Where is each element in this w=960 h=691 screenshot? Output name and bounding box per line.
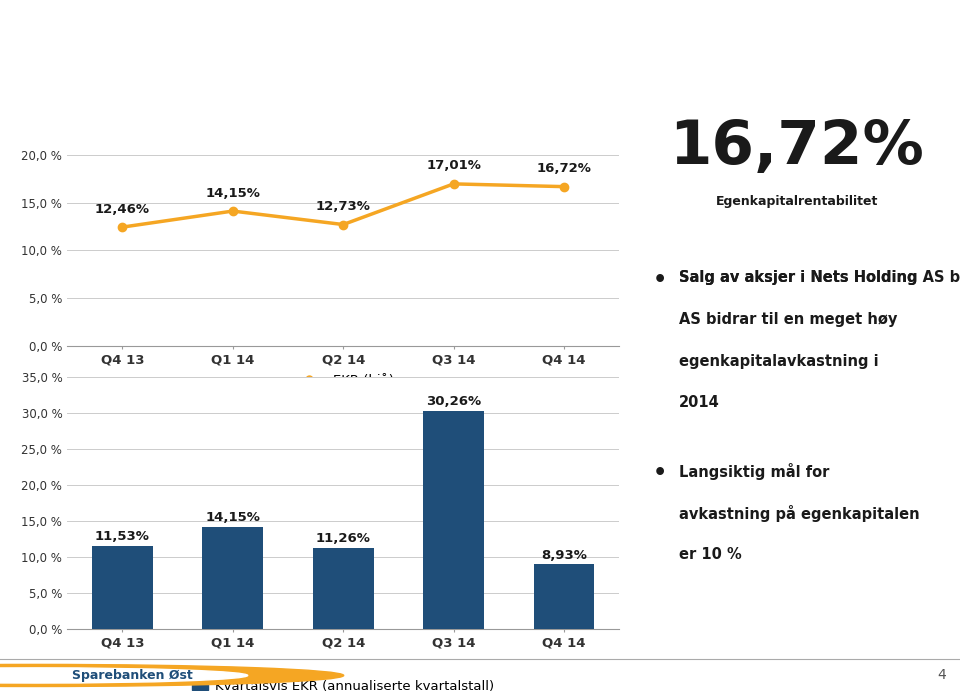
Text: avkastning på egenkapitalen: avkastning på egenkapitalen bbox=[680, 505, 920, 522]
Text: Salg av aksjer i Nets Holding AS bidrar til en meget høy egenkapitalavkastning i: Salg av aksjer i Nets Holding AS bidrar … bbox=[680, 270, 960, 285]
Text: •: • bbox=[653, 464, 667, 484]
Circle shape bbox=[0, 668, 248, 683]
Text: 14,15%: 14,15% bbox=[205, 187, 260, 200]
Text: 12,73%: 12,73% bbox=[316, 200, 371, 213]
Text: 2014: 2014 bbox=[680, 395, 720, 410]
Text: Sparebanken Øst: Sparebanken Øst bbox=[72, 669, 193, 682]
Text: 11,26%: 11,26% bbox=[316, 532, 371, 545]
Text: 8,93%: 8,93% bbox=[541, 549, 587, 562]
Bar bbox=[92, 546, 153, 629]
Bar bbox=[203, 527, 263, 629]
Text: Salg av aksjer i Nets Holding: Salg av aksjer i Nets Holding bbox=[680, 270, 918, 285]
Text: Egenkapitalrentabilitet: Egenkapitalrentabilitet bbox=[19, 19, 456, 52]
Text: 30,26%: 30,26% bbox=[426, 395, 481, 408]
Text: Langsiktig mål for: Langsiktig mål for bbox=[680, 464, 829, 480]
Text: egenkapitalavkastning i: egenkapitalavkastning i bbox=[680, 354, 879, 369]
Text: Egenkapitalrentabilitet: Egenkapitalrentabilitet bbox=[715, 195, 878, 208]
Text: 12,46%: 12,46% bbox=[95, 202, 150, 216]
Bar bbox=[423, 410, 484, 629]
Text: 4: 4 bbox=[937, 668, 946, 683]
Text: 17,01%: 17,01% bbox=[426, 160, 481, 173]
Text: er 10 %: er 10 % bbox=[680, 547, 742, 562]
Legend: EKR (hiå): EKR (hiå) bbox=[288, 368, 398, 392]
Text: 16,72%: 16,72% bbox=[537, 162, 591, 176]
Text: •: • bbox=[653, 270, 667, 290]
Bar bbox=[534, 565, 594, 629]
Legend: Kvartalsvis EKR (annualiserte kvartalstall): Kvartalsvis EKR (annualiserte kvartalsta… bbox=[187, 674, 499, 691]
Circle shape bbox=[0, 665, 344, 687]
Bar bbox=[313, 548, 373, 629]
Text: AS bidrar til en meget høy: AS bidrar til en meget høy bbox=[680, 312, 898, 327]
Text: Hittil i år og per kvartal: Hittil i år og per kvartal bbox=[19, 72, 222, 88]
Text: 11,53%: 11,53% bbox=[95, 530, 150, 543]
Text: 16,72%: 16,72% bbox=[669, 117, 924, 177]
Text: 14,15%: 14,15% bbox=[205, 511, 260, 524]
